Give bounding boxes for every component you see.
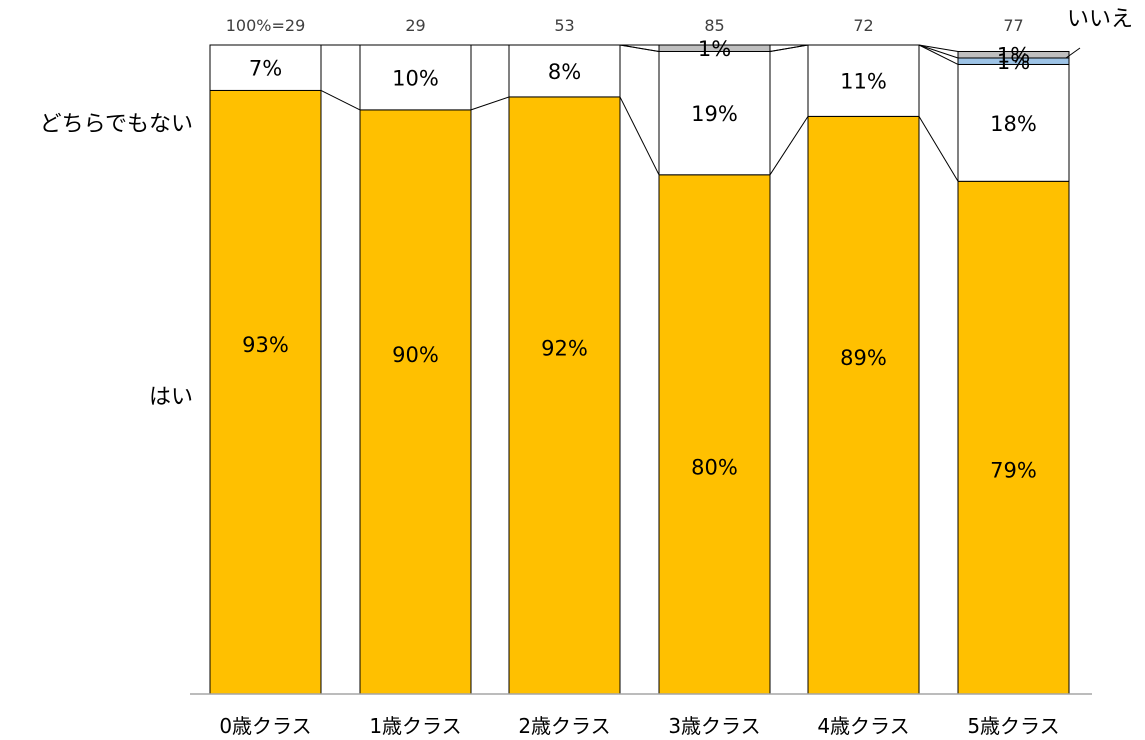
- segment-value-label: 90%: [392, 343, 439, 367]
- bar-segment: [807, 44, 920, 117]
- connector-line: [918, 44, 959, 52]
- bar-segment: [209, 89, 322, 695]
- segment-value-label: 10%: [392, 66, 439, 90]
- sample-size-label: 85: [704, 16, 724, 35]
- sample-size-label: 53: [554, 16, 574, 35]
- series-label-dochirademonai: どちらでもない: [40, 112, 193, 137]
- category-label: 3歳クラス: [668, 714, 760, 738]
- bar-segment: [209, 44, 322, 91]
- bar-segment: [957, 63, 1070, 182]
- connector-lines: [320, 44, 959, 182]
- segment-value-label: 92%: [541, 336, 588, 360]
- sample-size-label: 29: [405, 16, 425, 35]
- connector-line: [320, 89, 361, 111]
- connector-line: [470, 96, 510, 111]
- series-label-hai: はい: [149, 385, 193, 410]
- segment-value-label: 7%: [249, 57, 282, 81]
- segment-value-label: 8%: [548, 60, 581, 84]
- sample-size-labels: 100%=29 29 53 85 72 77: [226, 16, 1024, 35]
- category-label: 0歳クラス: [219, 714, 311, 738]
- segment-value-label: 1%: [997, 44, 1030, 68]
- segment-value-label: 18%: [990, 112, 1037, 136]
- connector-line: [769, 44, 809, 52]
- bar-segment: [359, 44, 472, 111]
- category-label: 5歳クラス: [967, 714, 1059, 738]
- segment-value-label: 93%: [242, 333, 289, 357]
- connector-line: [619, 44, 660, 52]
- sample-size-label: 100%=29: [226, 16, 306, 35]
- bar-segment: [658, 174, 771, 695]
- sample-size-label: 72: [853, 16, 873, 35]
- connector-line: [918, 44, 959, 65]
- segment-value-label: 1%: [698, 37, 731, 61]
- bars-group: [209, 44, 1070, 695]
- bar-segment: [807, 115, 920, 695]
- segment-value-label: 1%: [997, 50, 1030, 74]
- bar-segment: [658, 50, 771, 176]
- segment-labels: 93%7%90%10%92%8%80%19%1%89%11%79%18%1%1%: [242, 37, 1037, 482]
- category-label: 4歳クラス: [817, 714, 909, 738]
- bar-segment: [359, 109, 472, 695]
- segment-value-label: 11%: [840, 70, 887, 94]
- connector-line: [918, 44, 959, 59]
- connector-line: [918, 116, 959, 182]
- segment-value-label: 89%: [840, 346, 887, 370]
- bar-segment: [508, 44, 621, 98]
- bar-segment: [957, 50, 1070, 59]
- category-label: 1歳クラス: [369, 714, 461, 738]
- connector-line: [769, 116, 809, 176]
- series-label-iie: いいえ: [1067, 7, 1133, 32]
- sample-size-label: 77: [1003, 16, 1023, 35]
- iie-leader-line: [1065, 47, 1081, 59]
- category-labels: 0歳クラス 1歳クラス 2歳クラス 3歳クラス 4歳クラス 5歳クラス: [219, 714, 1059, 738]
- bar-segment: [508, 96, 621, 695]
- bar-segment: [957, 180, 1070, 695]
- category-label: 2歳クラス: [518, 714, 610, 738]
- segment-value-label: 79%: [990, 459, 1037, 483]
- bar-segment: [658, 44, 771, 52]
- connector-line: [619, 96, 660, 176]
- segment-value-label: 19%: [691, 102, 738, 126]
- segment-value-label: 80%: [691, 455, 738, 479]
